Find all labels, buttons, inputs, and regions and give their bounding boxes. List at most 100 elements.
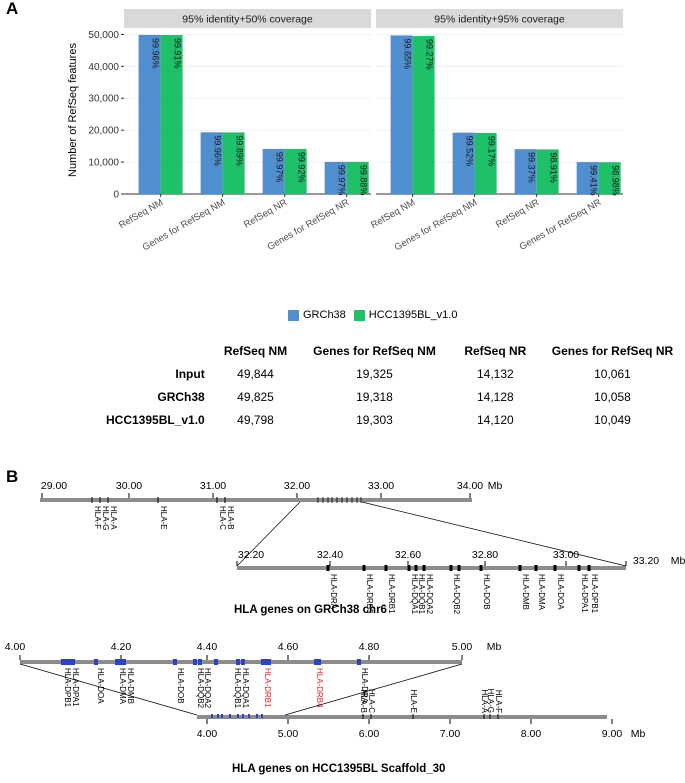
bar-value-label: 99.37% (527, 152, 537, 183)
gene-label: HLA-B (226, 506, 235, 530)
gene-block (479, 565, 483, 571)
bar-grch38 (138, 34, 161, 194)
zoom-connector (284, 663, 463, 716)
bar-grch38 (514, 149, 537, 194)
gene-block (217, 714, 219, 718)
table-row: HCC1395BL_v1.0 49,798 19,303 14,120 10,0… (100, 408, 685, 431)
bar-hcc (222, 132, 245, 194)
scale-tick-label: 4.40 (197, 641, 218, 653)
gene-block (119, 659, 123, 665)
gene-block (248, 714, 250, 718)
gene-label: HLA-E (159, 506, 168, 530)
table-cell: 49,798 (237, 412, 274, 427)
scale-tick-label: 9.00 (602, 728, 623, 740)
gene-block (193, 659, 197, 665)
scale-tick-label: 4.20 (111, 641, 132, 653)
scale-tick-label: 4.80 (359, 641, 380, 653)
gene-block (264, 659, 268, 665)
table-header: RefSeq NM (223, 343, 288, 358)
gene-label: HLA-DOA (96, 668, 105, 704)
refseq-summary-table: RefSeq NM Genes for RefSeq NM RefSeq NR … (100, 339, 685, 431)
gene-block (449, 565, 453, 571)
facet-strip (124, 9, 371, 28)
bar-hcc (284, 148, 307, 194)
table-header: Genes for RefSeq NM (313, 343, 436, 358)
legend-item-hcc: HCC1395BL_v1.0 (353, 309, 458, 321)
scale-tick-label: 32.80 (472, 549, 498, 561)
gene-block (407, 565, 411, 571)
gene-label: HLA-DMA (537, 574, 546, 611)
gene-block (256, 714, 258, 718)
gene-block (314, 659, 318, 665)
gene-label: HLA-DMA (118, 668, 127, 705)
bar-value-label: 99.27% (425, 39, 435, 70)
y-tick-label: 20,000 (88, 126, 119, 137)
panel-a-letter: A (6, 0, 19, 18)
gene-block (261, 714, 263, 718)
gene-label: HLA-DRA (360, 668, 369, 704)
gene-block (71, 659, 75, 665)
zoom-connector (236, 501, 301, 567)
scale-tick-label: 33.00 (368, 480, 394, 492)
bar-value-label: 99.89% (235, 135, 245, 166)
table-cell: 10,061 (594, 366, 631, 381)
gene-block (211, 714, 213, 718)
scale-tick-label: 6.00 (359, 728, 380, 740)
scale-tick-label: 34.00 (457, 480, 483, 492)
scale-tick-label: 33.00 (553, 549, 579, 561)
gene-block (61, 659, 65, 665)
hcc-map-caption: HLA genes on HCC1395BL Scaffold_30 (232, 763, 446, 775)
grch38-chr-bar (40, 498, 472, 502)
gene-block (587, 565, 591, 571)
gene-block (317, 659, 321, 665)
bar-value-label: 99.92% (297, 152, 307, 183)
scale-tick-label: 30.00 (116, 480, 142, 492)
gene-label: HLA-DPA1 (71, 668, 80, 707)
bar-value-label: 99.17% (487, 136, 497, 167)
gene-label: HLA-E (409, 689, 418, 713)
gene-label: HLA-DQA2 (425, 574, 434, 615)
bar-hcc (598, 162, 621, 194)
gene-label: HLA-DMB (521, 574, 530, 610)
gene-label: HLA-DQB2 (452, 574, 461, 615)
gene-label: HLA-A (480, 689, 489, 713)
scale-tick-label: 5.00 (278, 728, 299, 740)
bar-hcc (160, 35, 183, 194)
gene-block (214, 659, 218, 665)
gene-block (122, 659, 126, 665)
gene-label: HLA-A (109, 506, 118, 530)
zoom-connector (19, 663, 198, 716)
gene-label: HLA-DOB (176, 668, 185, 704)
gene-label: HLA-DOA (556, 574, 565, 610)
scale-unit-label: Mb (488, 480, 503, 492)
scale-tick-label: 5.00 (452, 641, 473, 653)
bar-value-label: 99.97% (275, 152, 285, 183)
gene-block (198, 659, 202, 665)
table-cell: 49,825 (237, 389, 274, 404)
bar-value-label: 99.96% (151, 38, 161, 69)
gene-label: HLA-G (101, 506, 110, 530)
bar-value-label: 98.91% (549, 152, 559, 183)
bar-value-label: 99.65% (403, 38, 413, 69)
highlighted-gene-label: HLA-DRB4 (315, 668, 324, 708)
gene-label: HLA-DQA2 (203, 668, 212, 709)
table-header-row: RefSeq NM Genes for RefSeq NM RefSeq NR … (100, 339, 685, 362)
scale-tick-label: 32.40 (317, 549, 343, 561)
table-cell: 10,049 (594, 412, 631, 427)
bar-grch38 (576, 162, 599, 194)
gene-label: HLA-DPB1 (590, 574, 599, 614)
legend-item-grch38: GRCh38 (288, 309, 346, 321)
bar-value-label: 99.97% (337, 165, 347, 196)
gene-block (236, 659, 240, 665)
legend-label-hcc: HCC1395BL_v1.0 (368, 309, 458, 321)
bar-grch38 (200, 132, 223, 194)
gene-block (534, 565, 538, 571)
scale-tick-label: 8.00 (521, 728, 542, 740)
bar-hcc (346, 161, 369, 194)
legend-label-grch38: GRCh38 (303, 309, 346, 321)
bar-grch38 (262, 148, 285, 194)
zoom-connector (361, 501, 627, 567)
y-axis-label: Number of RefSeq features (67, 43, 79, 177)
y-tick-label: 50,000 (88, 30, 119, 41)
